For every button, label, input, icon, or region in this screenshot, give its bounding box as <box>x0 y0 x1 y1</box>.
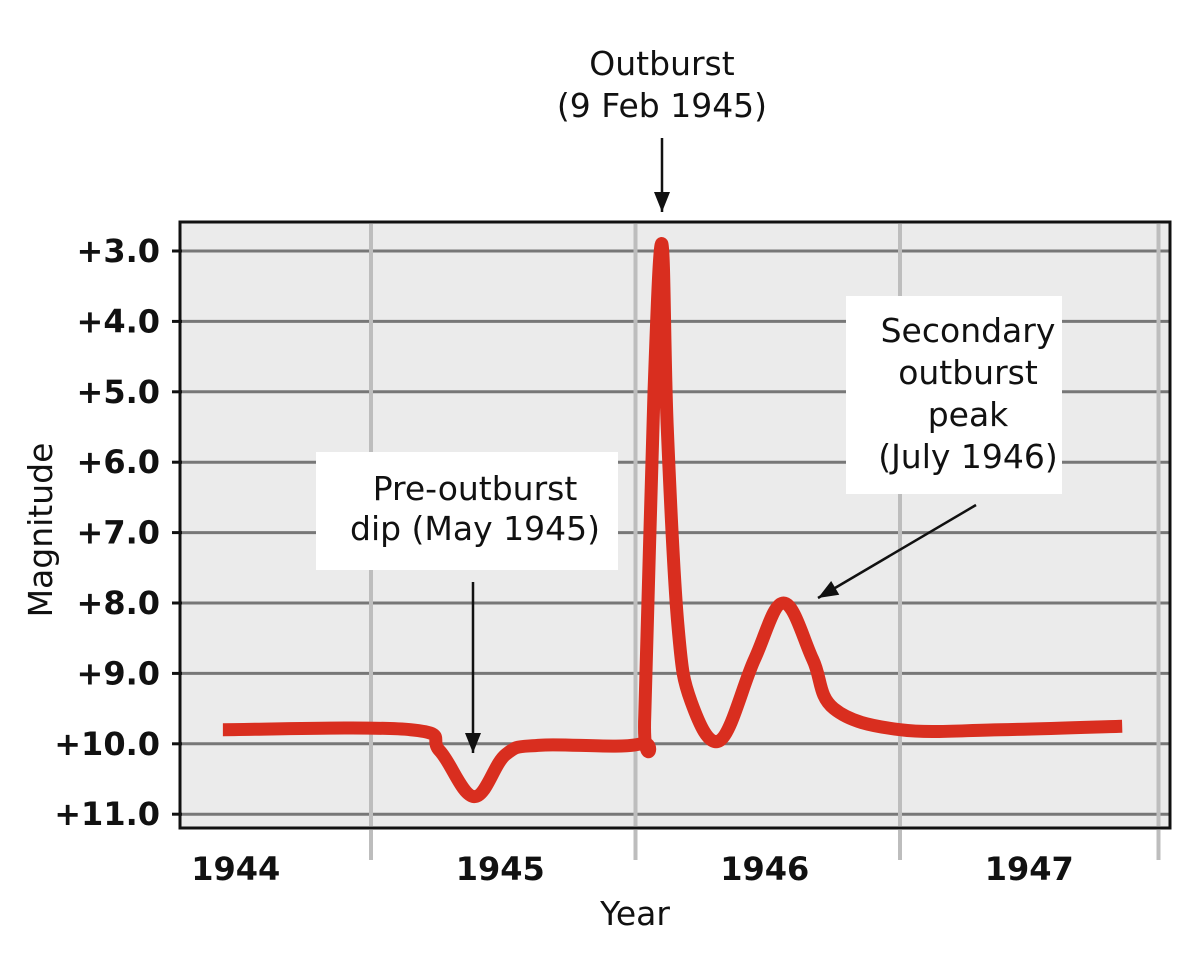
x-axis-label: Year <box>599 894 670 933</box>
y-tick-label: +3.0 <box>77 232 161 270</box>
y-tick-label: +7.0 <box>77 514 161 552</box>
annotation-text: outburst <box>898 353 1038 392</box>
arrowhead-icon <box>465 733 481 753</box>
x-tick-label: 1944 <box>191 850 280 888</box>
annotation-text: (July 1946) <box>878 437 1058 476</box>
annotation-text: dip (May 1945) <box>350 509 600 548</box>
y-axis-label: Magnitude <box>21 443 60 618</box>
magnitude-line <box>222 237 1123 804</box>
y-tick-label: +10.0 <box>54 725 160 763</box>
y-tick-label: +4.0 <box>77 302 161 340</box>
annotation-box <box>846 296 1062 494</box>
annotation-text: Secondary <box>881 311 1056 350</box>
y-tick-label: +8.0 <box>77 584 161 622</box>
y-tick-label: +9.0 <box>77 654 161 692</box>
y-tick-label: +5.0 <box>77 373 161 411</box>
x-tick-label: 1946 <box>720 850 809 888</box>
annotation-outburst: Outburst(9 Feb 1945) <box>557 44 767 212</box>
x-tick-label: 1947 <box>985 850 1074 888</box>
annotation-text: peak <box>928 395 1009 434</box>
annotation-text: Outburst <box>589 44 734 83</box>
annotation-text: (9 Feb 1945) <box>557 86 767 125</box>
y-tick-label: +11.0 <box>54 795 160 833</box>
annotation-box <box>316 452 618 570</box>
arrowhead-icon <box>818 580 840 598</box>
plot-frame <box>178 220 1172 830</box>
arrowhead-icon <box>654 192 670 212</box>
annotation-arrow-shaft <box>817 503 977 600</box>
annotation-text: Pre-outburst <box>373 469 578 508</box>
y-tick-label: +6.0 <box>77 443 161 481</box>
x-tick-label: 1945 <box>456 850 545 888</box>
